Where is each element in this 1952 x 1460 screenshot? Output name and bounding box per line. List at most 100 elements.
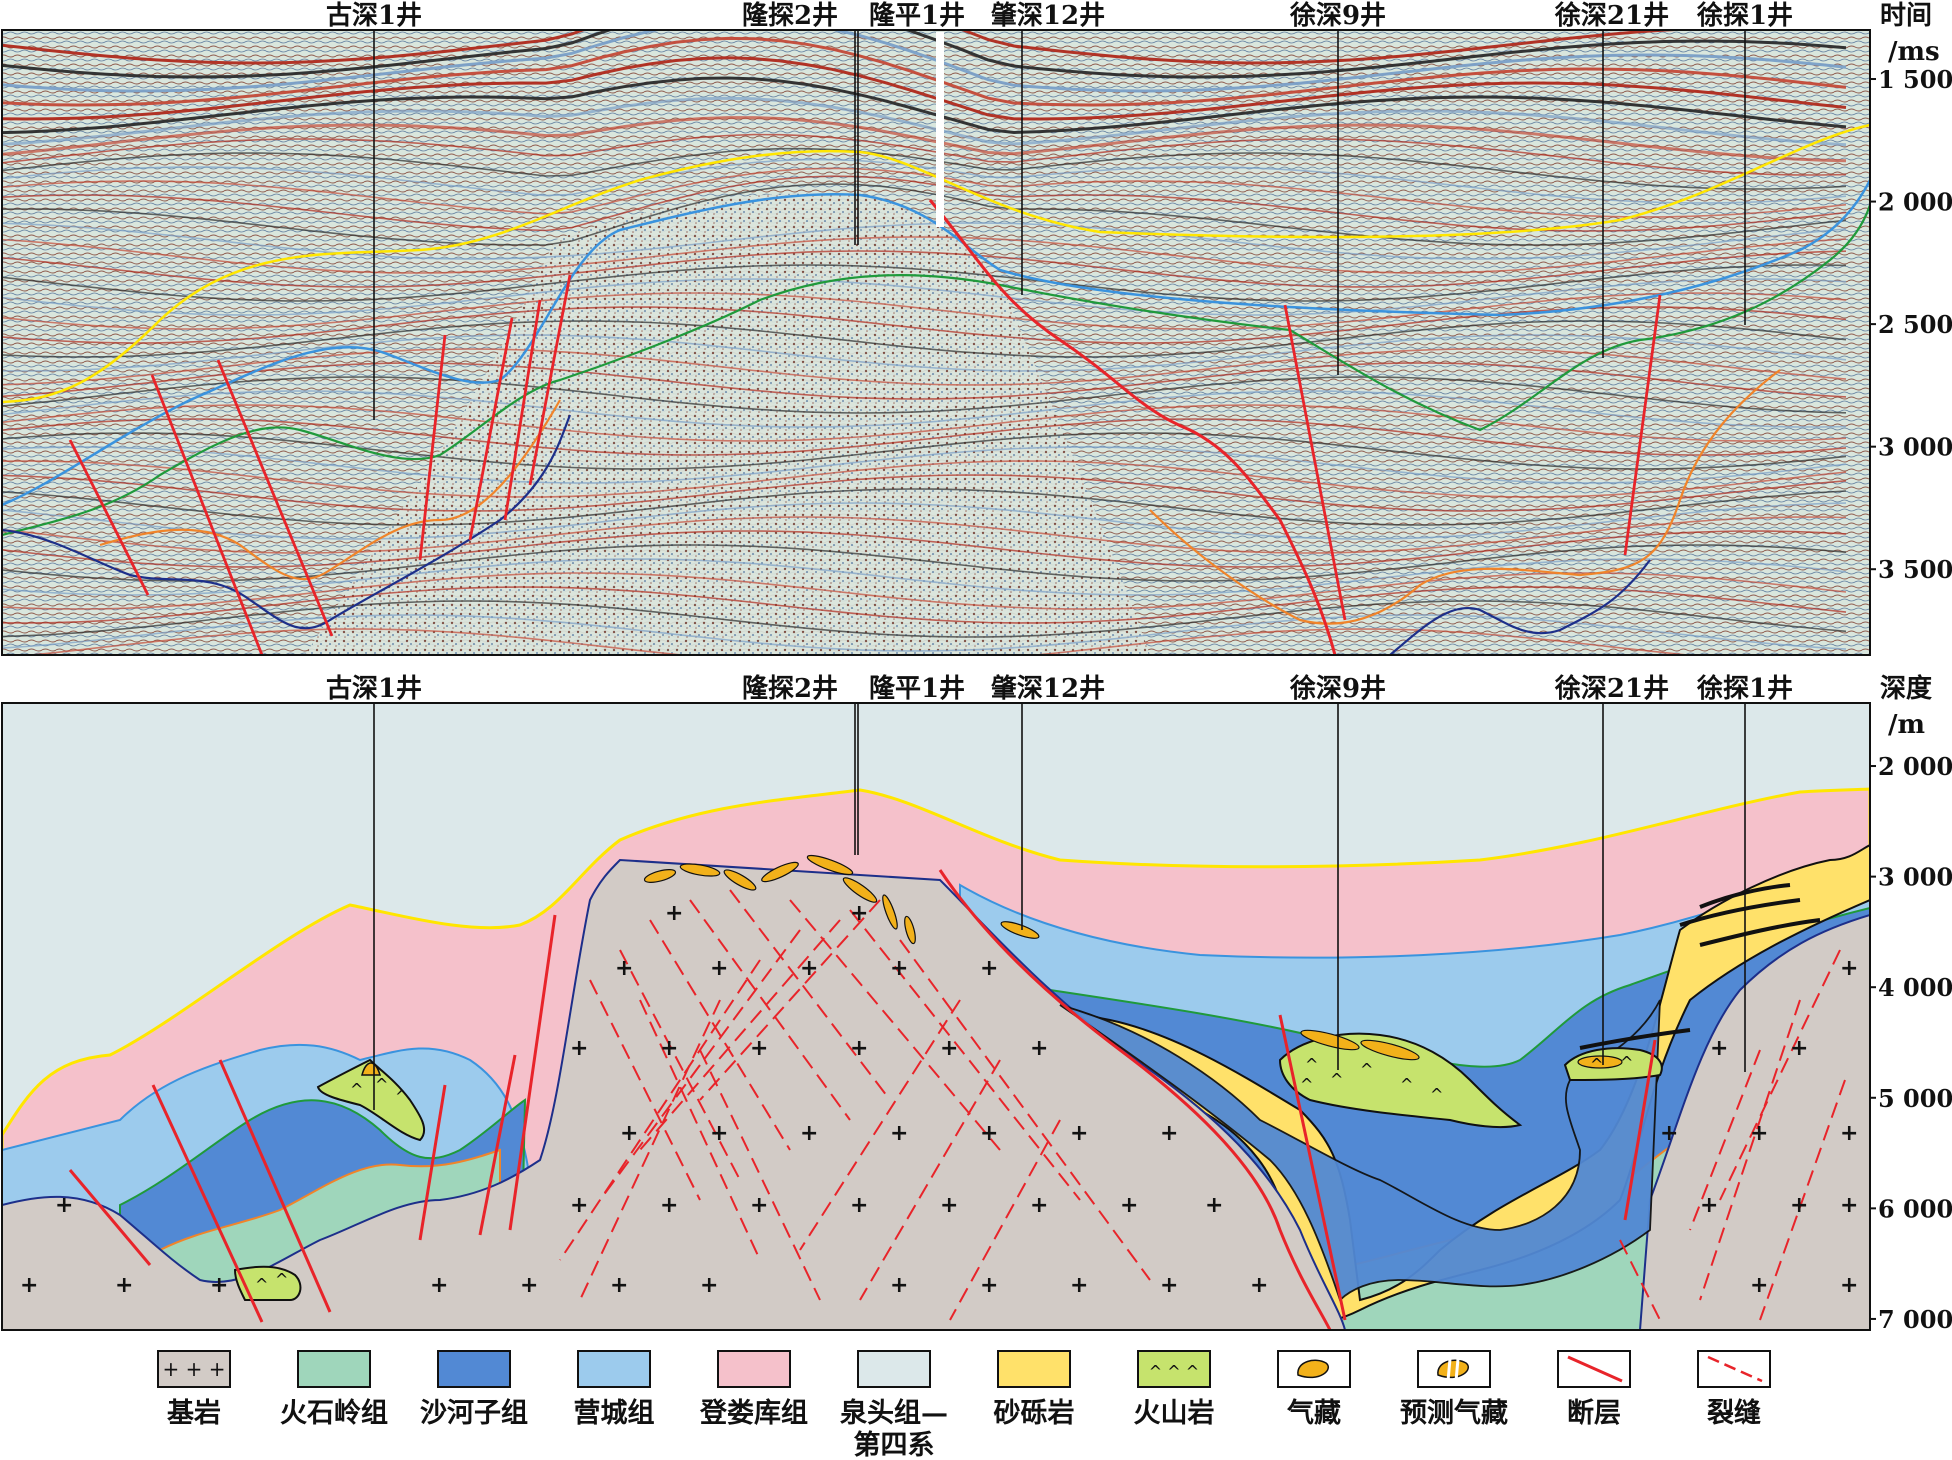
seismic-panel: 时间/ms1 500 2 000 2 500 3 000 3 500 古深1井 隆探2井 隆… [1, 0, 1952, 656]
plus-mark: + [430, 1273, 448, 1298]
reflector-line [2, 502, 1847, 540]
reflector-line [2, 404, 1847, 442]
legend-label: 火石岭组 [280, 1397, 388, 1429]
well-label-zhaoshen12: 肇深12井 [991, 674, 1105, 704]
fracture-line-icon [1707, 1355, 1763, 1383]
legend-label: 砂砾岩 [994, 1398, 1075, 1429]
well-label-xushen9: 徐深9井 [1289, 0, 1386, 31]
plus-mark: + [570, 1036, 588, 1061]
fracture-line [579, 999, 721, 1301]
legend-swatch [857, 1350, 931, 1388]
plus-mark: + [1840, 1121, 1858, 1146]
plus-mark: + [890, 956, 908, 981]
reflector-line [2, 600, 1847, 638]
tick-label: 5 000 [1878, 1084, 1952, 1113]
legend-item-conglomerate: 砂砾岩 [994, 1350, 1075, 1429]
well-label-longtan2: 隆探2井 [742, 1, 838, 31]
plus-mark: + [55, 1193, 73, 1218]
tick-label: 6 000 [1878, 1194, 1952, 1223]
plus-mark: + [890, 1121, 908, 1146]
well-label-xutan1: 徐探1井 [1696, 673, 1793, 704]
legend-item-shahezi: 沙河子组 [420, 1350, 528, 1429]
plus-mark: + [570, 1193, 588, 1218]
geologic-section-panel: + + + + + + + + + + + + + + + + + + + + + + + + + + + + + + + + + + + + + + + +… [1, 673, 1952, 1334]
fractures [559, 889, 1846, 1321]
plus-mark: + [1750, 1273, 1768, 1298]
plus-mark: + [1205, 1193, 1223, 1218]
legend-swatch [1417, 1350, 1491, 1388]
reflector-line [2, 376, 1847, 414]
predicted-gas-icon [1437, 1359, 1469, 1379]
well-label-longping1: 隆平1井 [869, 1, 965, 31]
legend: + + + 基岩 火石岭组 沙河子组 营城组 登娄库组 泉头组—第四系 砂砾岩 ^ ^ ^ 火山岩… [157, 1350, 1771, 1460]
plus-mark: + [1070, 1273, 1088, 1298]
plus-mark: + [850, 901, 868, 926]
horizon-navy [2, 414, 1651, 655]
horizon-blue [2, 179, 1870, 507]
tick-label: 1 500 [1878, 65, 1952, 94]
plus-mark: + [850, 1036, 868, 1061]
legend-item-volcanic: ^ ^ ^ 火山岩 [1134, 1350, 1215, 1429]
legend-swatch [437, 1350, 511, 1388]
reflector-line [2, 222, 1847, 260]
caret-mark: ^ [395, 1087, 408, 1106]
axis-title: 深度 [1880, 673, 1932, 704]
caret-mark: ^ [1400, 1075, 1413, 1094]
fracture-line [699, 1049, 821, 1301]
fracture-line [799, 999, 961, 1251]
reflector-line [2, 530, 1847, 568]
tick-label: 2 500 [1878, 310, 1952, 339]
legend-label: 火山岩 [1134, 1398, 1215, 1429]
fracture-line [1689, 1049, 1761, 1231]
volcanic-body-gushen [316, 1058, 426, 1142]
legend-label: 登娄库组 [699, 1397, 808, 1429]
depth-axis: 深度/m 2 000 3 000 4 000 5 000 6 000 7 000 [1870, 673, 1952, 1334]
plus-mark: + [660, 1193, 678, 1218]
legend-caret-glyph: ^ ^ ^ [1149, 1362, 1199, 1381]
fracture-line [1719, 949, 1841, 1201]
well-label-xutan1: 徐探1井 [1696, 0, 1793, 31]
legend-item-denglouku: 登娄库组 [699, 1350, 808, 1429]
plus-mark: + [610, 1273, 628, 1298]
legend-label: 裂缝 [1707, 1397, 1761, 1429]
reflector-line [2, 36, 1847, 107]
reflector-line [2, 30, 1847, 79]
plus-mark: + [980, 956, 998, 981]
plus-mark: + [210, 1273, 228, 1298]
plus-mark: + [1840, 1193, 1858, 1218]
legend-item-basement: + + + 基岩 [157, 1350, 231, 1429]
legend-label: 沙河子组 [420, 1397, 528, 1429]
plus-mark: + [665, 901, 683, 926]
reflector-line [2, 348, 1847, 386]
well-label-xushen21: 徐深21井 [1554, 0, 1669, 31]
seismic-faults [68, 274, 1662, 655]
gas-lenses-crest [643, 854, 1623, 1069]
plus-mark: + [520, 1273, 538, 1298]
horizon-green [2, 204, 1870, 537]
plus-mark: + [800, 1121, 818, 1146]
well-label-zhaoshen12: 肇深12井 [991, 1, 1105, 31]
fault-line-icon [1567, 1355, 1623, 1383]
caret-mark: ^ [1330, 1070, 1343, 1089]
plus-mark: + [1250, 1273, 1268, 1298]
well-label-longtan2: 隆探2井 [742, 674, 838, 704]
fracture-line [1619, 1239, 1661, 1321]
reflector-line [2, 133, 1847, 176]
legend-item-predicted_gas: 预测气藏 [1400, 1350, 1508, 1429]
plus-mark: + [1840, 956, 1858, 981]
reflector-line [2, 334, 1847, 372]
well-label-gushen1: 古深1井 [326, 1, 422, 31]
black-lenses-east [1579, 883, 1821, 1050]
plus-mark: + [980, 1273, 998, 1298]
reflector-line [2, 292, 1847, 330]
plus-mark: + [940, 1193, 958, 1218]
reflector-line [2, 116, 1847, 163]
basement-plus-marks: + + + + + + + + + + + + + + + + + + + + + + + + + + + + + + + + + + + + + + + +… [20, 901, 1858, 1298]
volcanic-body-xushen9 [1278, 1032, 1523, 1129]
reflector-line [2, 236, 1847, 274]
reflector-line [2, 30, 1847, 93]
caret-mark: ^ [1620, 1053, 1633, 1072]
caret-mark: ^ [1305, 1055, 1318, 1074]
plus-mark: + [850, 1193, 868, 1218]
gas-cap-gushen [361, 1062, 382, 1076]
